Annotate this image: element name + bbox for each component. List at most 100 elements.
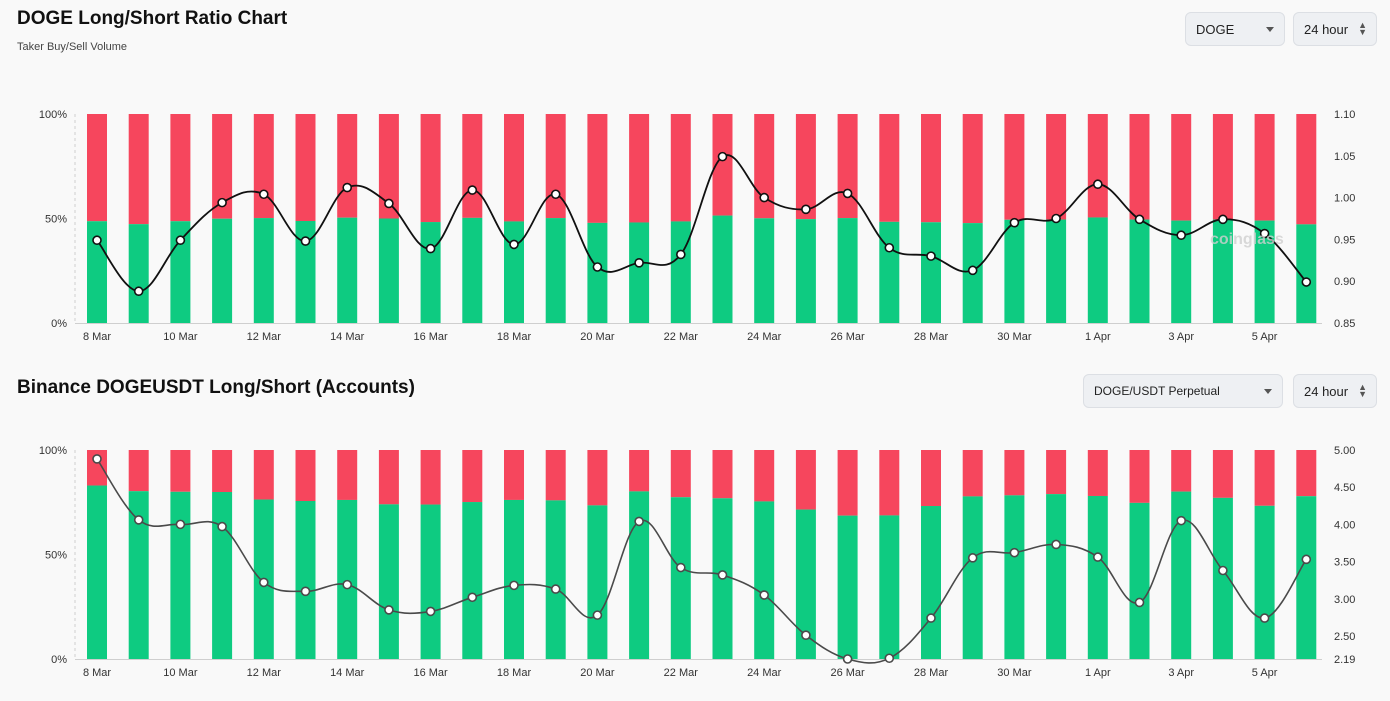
long-bar — [1004, 495, 1025, 659]
ratio-point — [884, 653, 895, 664]
ratio-point — [1301, 277, 1312, 287]
x-tick-label: 22 Mar — [664, 331, 699, 343]
long-bar — [295, 221, 316, 323]
short-bar — [295, 114, 316, 222]
y2-tick-label: 0.90 — [1334, 276, 1355, 288]
long-bar — [1129, 502, 1150, 659]
y-tick-label: 0% — [51, 654, 67, 666]
ratio-point — [675, 562, 686, 573]
long-bar — [253, 218, 274, 323]
y-tick-label: 100% — [39, 445, 67, 457]
x-tick-label: 8 Mar — [83, 667, 111, 679]
x-tick-label: 30 Mar — [997, 331, 1032, 343]
ratio-point — [509, 239, 519, 250]
ratio-point — [467, 592, 478, 603]
short-bar — [378, 450, 399, 505]
long-bar — [754, 501, 775, 659]
short-bar — [462, 450, 483, 503]
x-tick-label: 10 Mar — [163, 331, 198, 343]
short-bar — [962, 450, 983, 497]
short-bar — [879, 114, 900, 222]
short-bar — [128, 114, 149, 225]
x-tick-label: 20 Mar — [580, 667, 615, 679]
long-bar — [212, 492, 233, 659]
ratio-point — [550, 584, 561, 594]
short-bar — [545, 450, 566, 501]
short-bar — [1296, 114, 1317, 225]
ratio-point — [175, 519, 186, 530]
coin-select[interactable]: DOGE — [1185, 12, 1285, 46]
short-bar — [545, 114, 566, 219]
interval-select-1[interactable]: 24 hour ▲ ▼ — [1293, 12, 1377, 46]
short-bar — [1296, 450, 1317, 497]
short-bar — [670, 450, 691, 498]
short-bar — [879, 450, 900, 516]
short-bar — [629, 450, 650, 492]
x-tick-label: 12 Mar — [247, 667, 282, 679]
ratio-point — [592, 610, 603, 620]
long-bar — [879, 515, 900, 659]
ratio-point — [634, 516, 644, 527]
pair-select-value: DOGE/USDT Perpetual — [1094, 384, 1220, 398]
chart2-svg: 0% 50% 100% 2.19 2.50 3.00 3.50 4.00 4.50 5.00 8 M… — [39, 445, 1356, 679]
x-tick-label: 1 Apr — [1085, 331, 1111, 343]
sort-arrows-icon: ▲ ▼ — [1358, 20, 1367, 37]
ratio-point — [258, 577, 269, 588]
ratio-point — [217, 521, 227, 532]
pair-select[interactable]: DOGE/USDT Perpetual — [1083, 374, 1283, 408]
ratio-point — [550, 189, 561, 200]
short-bar — [420, 450, 441, 505]
chart1-title: DOGE Long/Short Ratio Chart — [17, 8, 288, 29]
short-bar — [587, 114, 608, 223]
ratio-point — [300, 236, 311, 246]
short-bar — [1212, 114, 1233, 220]
ratio-point — [1051, 539, 1061, 550]
short-bar — [1046, 450, 1067, 495]
interval-select-2[interactable]: 24 hour ▲ ▼ — [1293, 374, 1377, 408]
x-tick-label: 24 Mar — [747, 331, 782, 343]
y2-tick-label: 0.85 — [1334, 318, 1355, 330]
x-tick-label: 8 Mar — [83, 331, 111, 343]
long-bar — [378, 218, 399, 323]
ratio-point — [92, 454, 102, 464]
y2-tick-label: 1.00 — [1334, 193, 1355, 205]
x-tick-label: 5 Apr — [1252, 331, 1278, 343]
long-bar — [295, 500, 316, 659]
short-bar — [1171, 114, 1192, 221]
long-bar — [629, 491, 650, 659]
long-bar — [1046, 219, 1067, 323]
ratio-point — [842, 188, 853, 199]
long-bar — [587, 505, 608, 659]
short-bar — [337, 450, 358, 500]
ratio-point — [300, 586, 311, 597]
ratio-point — [1093, 179, 1103, 190]
long-bar — [337, 217, 358, 323]
x-tick-label: 1 Apr — [1085, 667, 1111, 679]
long-bar — [1254, 220, 1275, 323]
short-bar — [1046, 114, 1067, 220]
long-bar — [545, 500, 566, 659]
ratio-point — [92, 235, 102, 246]
x-tick-label: 12 Mar — [247, 331, 282, 343]
ratio-point — [592, 262, 603, 272]
short-bar — [1004, 450, 1025, 496]
short-bar — [128, 450, 149, 492]
long-bar — [1296, 224, 1317, 323]
y2-tick-label: 4.00 — [1334, 519, 1355, 531]
short-bar — [337, 114, 358, 218]
short-bar — [504, 114, 524, 222]
long-bar — [128, 491, 149, 659]
x-tick-label: 14 Mar — [330, 331, 365, 343]
y2-tick-label: 1.05 — [1334, 151, 1355, 163]
long-bar — [1296, 496, 1317, 659]
ratio-point — [842, 654, 853, 664]
y2-tick-label: 5.00 — [1334, 445, 1355, 457]
ratio-point — [1009, 217, 1020, 228]
short-bar — [378, 114, 399, 219]
short-bar — [1004, 114, 1025, 220]
short-bar — [921, 450, 941, 507]
ratio-point — [926, 251, 936, 261]
long-bar — [87, 485, 107, 659]
ratio-point — [467, 185, 478, 195]
long-bar — [587, 222, 608, 323]
